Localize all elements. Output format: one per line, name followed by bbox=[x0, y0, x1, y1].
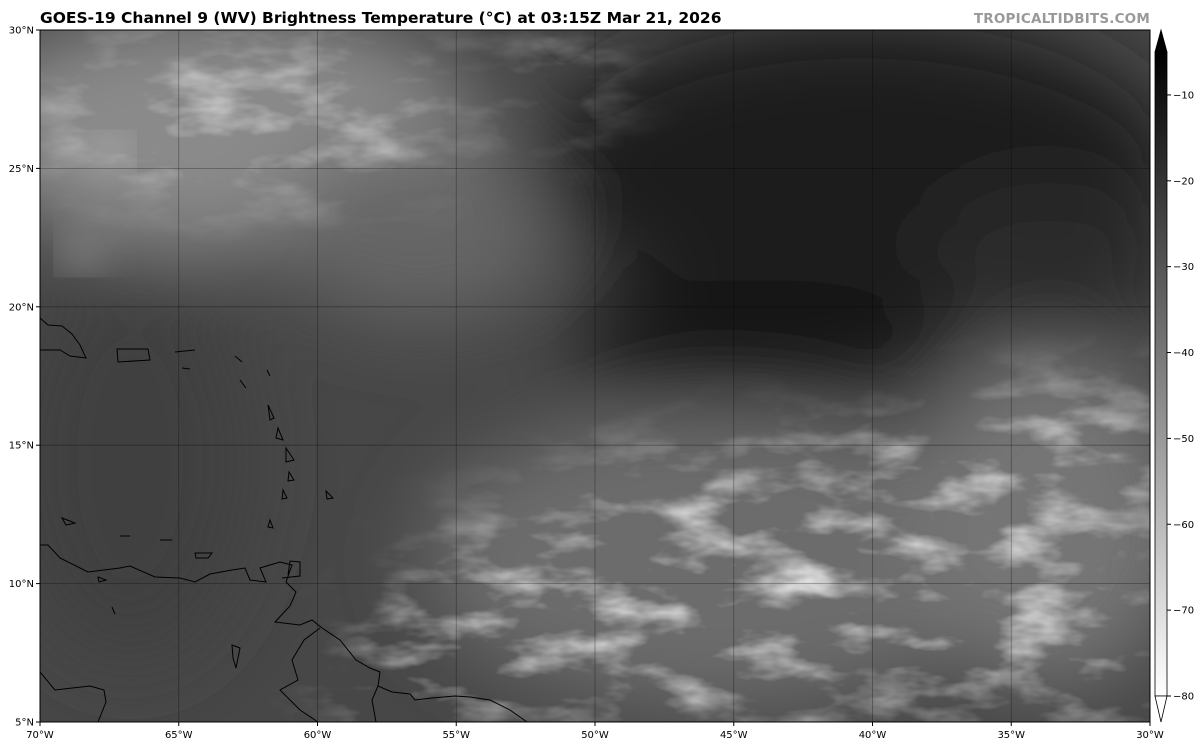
border-colombia bbox=[40, 671, 107, 722]
lon-tick-label: 65°W bbox=[165, 730, 193, 741]
colorbar-ticks: −10 −20 −30 −40 −50 −60 −70 −80 bbox=[1167, 90, 1194, 703]
coastline-trinidad bbox=[281, 560, 301, 579]
lat-tick-label: 10°N bbox=[9, 579, 34, 590]
coastlines bbox=[40, 317, 528, 722]
colorbar-tick-label: −50 bbox=[1173, 434, 1194, 445]
colorbar-tick-label: −20 bbox=[1173, 176, 1194, 187]
colorbar-tick-label: −10 bbox=[1173, 90, 1194, 101]
lon-tick-label: 30°W bbox=[1136, 730, 1164, 741]
coastline-lesser-antilles bbox=[60, 404, 335, 669]
lon-tick-label: 70°W bbox=[26, 730, 54, 741]
lon-tick-label: 45°W bbox=[720, 730, 748, 741]
colorbar-tick-label: −70 bbox=[1173, 606, 1194, 617]
coastline-small-islands bbox=[111, 349, 271, 615]
lat-tick-label: 20°N bbox=[9, 302, 34, 313]
watermark: TROPICALTIDBITS.COM bbox=[973, 11, 1150, 27]
lat-tick-label: 5°N bbox=[15, 718, 34, 729]
map-title: GOES-19 Channel 9 (WV) Brightness Temper… bbox=[40, 9, 722, 27]
colorbar-bar bbox=[1154, 51, 1168, 697]
colorbar: −10 −20 −30 −40 −50 −60 −70 −80 bbox=[1154, 28, 1194, 723]
lat-tick-label: 15°N bbox=[9, 441, 34, 452]
colorbar-tick-label: −60 bbox=[1173, 520, 1194, 531]
lon-tick-label: 50°W bbox=[581, 730, 609, 741]
border-guyana-suriname bbox=[371, 685, 379, 722]
latitude-axis: 5°N 10°N 15°N 20°N 25°N 30°N bbox=[9, 26, 40, 729]
lon-tick-label: 40°W bbox=[859, 730, 887, 741]
colorbar-tick-label: −30 bbox=[1173, 262, 1194, 273]
longitude-axis: 70°W 65°W 60°W 55°W 50°W 45°W 40°W 35°W 30°W bbox=[26, 722, 1164, 741]
lat-tick-label: 30°N bbox=[9, 26, 34, 37]
lat-tick-label: 25°N bbox=[9, 164, 34, 175]
lon-tick-label: 35°W bbox=[997, 730, 1025, 741]
coastline-puerto-rico bbox=[116, 348, 151, 363]
lon-tick-label: 60°W bbox=[304, 730, 332, 741]
coastline-hispaniola bbox=[40, 317, 87, 359]
lon-tick-label: 55°W bbox=[442, 730, 470, 741]
colorbar-extend-top bbox=[1154, 28, 1168, 53]
colorbar-extend-bottom bbox=[1154, 695, 1168, 723]
colorbar-tick-label: −40 bbox=[1173, 348, 1194, 359]
border-venezuela-guyana bbox=[279, 627, 321, 722]
satellite-imagery bbox=[40, 30, 1150, 722]
coastline-south-america bbox=[40, 544, 528, 722]
colorbar-tick-label: −80 bbox=[1173, 692, 1194, 703]
